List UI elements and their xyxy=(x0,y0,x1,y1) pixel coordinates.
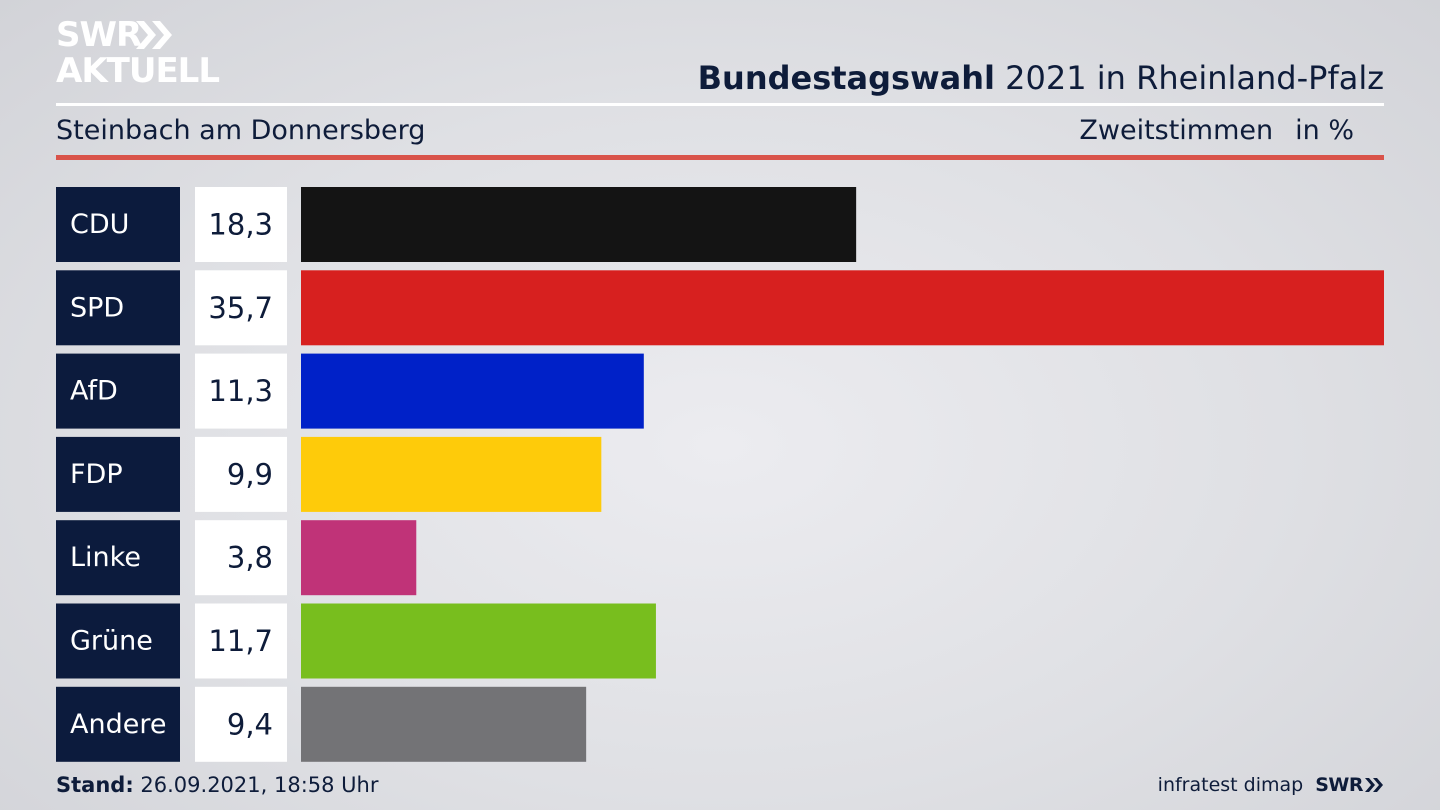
party-label-box-andere xyxy=(56,686,180,762)
value-label-afd: 11,3 xyxy=(208,374,273,408)
party-label-gr-ne: Grüne xyxy=(70,626,153,657)
value-box-linke xyxy=(195,520,287,596)
timestamp: Stand: 26.09.2021, 18:58 Uhr xyxy=(56,770,379,800)
value-label-linke: 3,8 xyxy=(227,541,273,575)
party-label-box-spd xyxy=(56,270,180,346)
logo-aktuell-text: AKTUELL xyxy=(56,51,220,91)
measure-label: Zweitstimmen xyxy=(1079,115,1274,146)
swr-brand-text: SWR xyxy=(1315,774,1363,796)
value-box-afd xyxy=(195,353,287,429)
subtitle-divider xyxy=(56,155,1384,160)
value-box-andere xyxy=(195,686,287,762)
party-label-linke: Linke xyxy=(70,542,141,573)
party-label-fdp: FDP xyxy=(70,459,123,490)
party-label-box-linke xyxy=(56,520,180,596)
title-bold: Bundestagswahl xyxy=(697,59,995,97)
footer-brand: infratest dimap SWR xyxy=(1158,770,1384,800)
party-label-box-gr-ne xyxy=(56,603,180,679)
swr-aktuell-logo: SWR AKTUELL xyxy=(56,16,226,90)
chart-title: Bundestagswahl 2021 in Rheinland-Pfalz xyxy=(698,58,1384,98)
value-label-andere: 9,4 xyxy=(227,707,273,741)
bar-cdu xyxy=(301,187,857,262)
bar-gr-ne xyxy=(301,603,656,679)
value-label-cdu: 18,3 xyxy=(208,208,273,242)
party-label-box-cdu xyxy=(56,187,180,262)
value-box-gr-ne xyxy=(195,603,287,679)
bar-linke xyxy=(301,520,417,596)
stand-label: Stand: xyxy=(56,773,134,797)
double-chevron-right-icon xyxy=(136,21,172,49)
unit-label: in % xyxy=(1295,115,1354,146)
value-label-fdp: 9,9 xyxy=(227,457,273,491)
party-label-cdu: CDU xyxy=(70,209,129,240)
value-box-fdp xyxy=(195,436,287,512)
value-box-spd xyxy=(195,270,287,346)
bar-afd xyxy=(301,353,644,429)
party-label-afd: AfD xyxy=(70,376,118,407)
double-chevron-right-icon xyxy=(1365,778,1383,792)
party-label-spd: SPD xyxy=(70,292,124,323)
value-label-gr-ne: 11,7 xyxy=(208,624,273,658)
measure-unit: Zweitstimmen in % xyxy=(1079,113,1354,149)
party-label-box-fdp xyxy=(56,436,180,512)
value-label-spd: 35,7 xyxy=(208,291,273,325)
value-box-cdu xyxy=(195,187,287,262)
bar-fdp xyxy=(301,436,602,512)
bar-andere xyxy=(301,686,587,762)
bar-spd xyxy=(301,270,1384,346)
party-label-andere: Andere xyxy=(70,709,166,740)
bar-chart: CDU 18,3 SPD 35,7 AfD 11,3 FDP 9,9 Linke 3,8 Grüne… xyxy=(56,187,1384,762)
source-label: infratest dimap xyxy=(1157,774,1304,796)
chart-subtitle: Steinbach am Donnersberg xyxy=(56,115,426,146)
title-divider xyxy=(56,103,1384,106)
party-label-box-afd xyxy=(56,353,180,429)
title-rest: 2021 in Rheinland-Pfalz xyxy=(995,59,1384,97)
logo-swr-text: SWR xyxy=(56,15,142,55)
stand-value: 26.09.2021, 18:58 Uhr xyxy=(133,773,379,797)
